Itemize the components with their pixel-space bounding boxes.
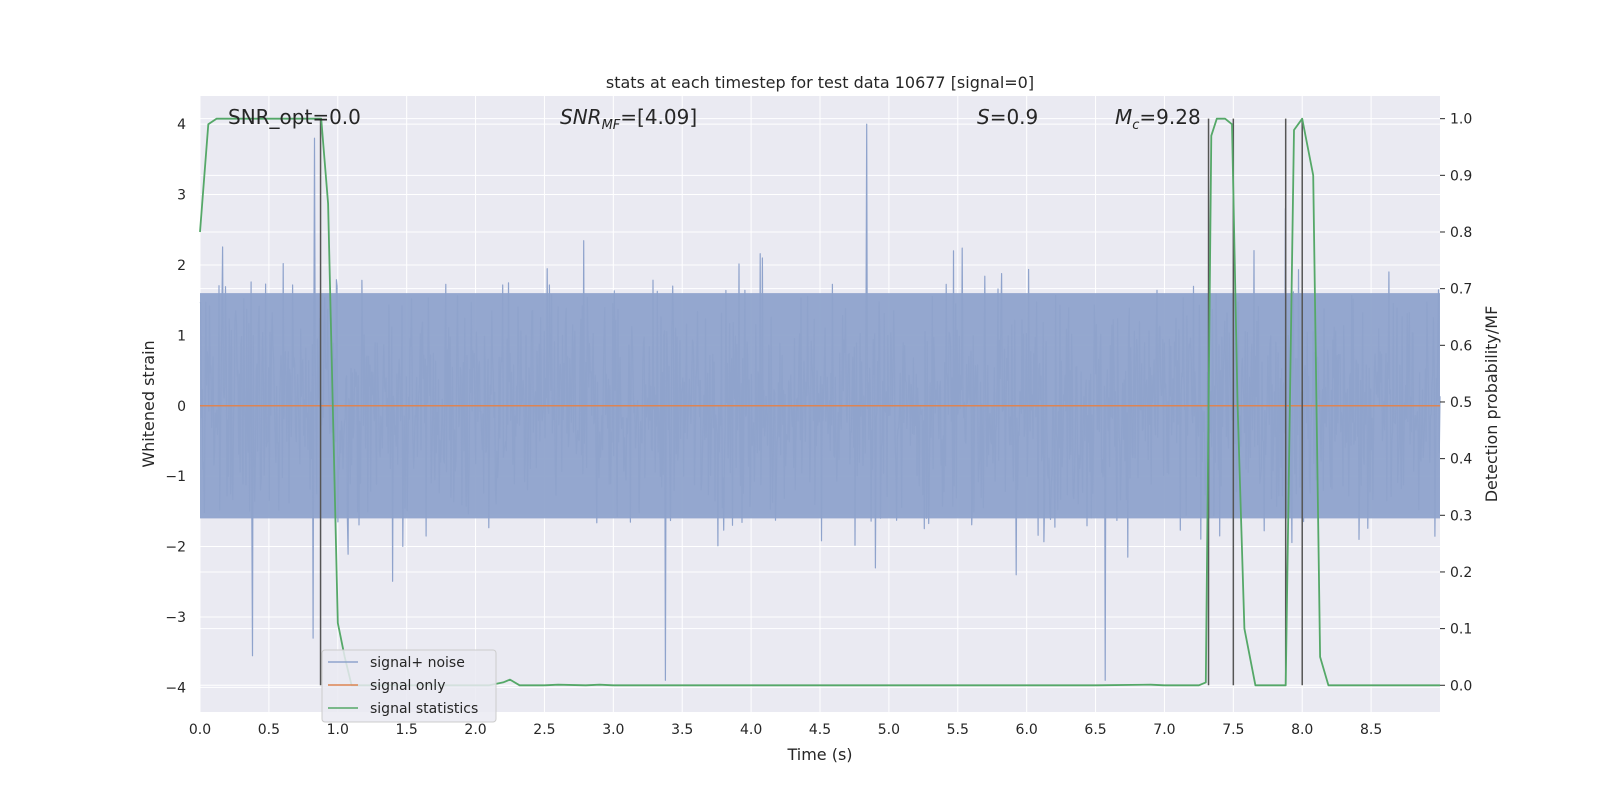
y-tick-label: −2 xyxy=(165,540,186,556)
snr-mf-text: SNR xyxy=(560,105,602,129)
y-right-tick-label: 0.8 xyxy=(1450,225,1472,241)
x-tick-label: 3.0 xyxy=(602,722,624,738)
snr-mf-subscript: MF xyxy=(602,118,621,133)
snr-mf-annotation: SNRMF=[4.09] xyxy=(560,105,697,133)
legend-label-signal-only: signal only xyxy=(370,678,445,694)
mc-symbol: M xyxy=(1115,105,1132,129)
x-tick-label: 8.5 xyxy=(1360,722,1382,738)
legend-label-noise: signal+ noise xyxy=(370,655,465,671)
x-tick-label: 5.0 xyxy=(878,722,900,738)
y-tick-label: 2 xyxy=(177,258,186,274)
x-tick-label: 0.0 xyxy=(189,722,211,738)
legend-box xyxy=(321,649,497,723)
y-tick-label: 1 xyxy=(177,328,186,344)
s-symbol: S xyxy=(977,105,990,129)
x-tick-label: 7.0 xyxy=(1153,722,1175,738)
x-tick-label: 6.5 xyxy=(1084,722,1106,738)
y-axis-label: Whitened strain xyxy=(139,340,158,467)
x-tick-label: 3.5 xyxy=(671,722,693,738)
legend-label-statistics: signal statistics xyxy=(370,701,478,717)
y-right-tick-label: 0.7 xyxy=(1450,282,1472,298)
y-tick-label: −4 xyxy=(165,680,186,696)
x-tick-label: 8.0 xyxy=(1291,722,1313,738)
x-tick-label: 4.0 xyxy=(740,722,762,738)
mc-value: =9.28 xyxy=(1139,105,1200,129)
y-right-tick-label: 0.2 xyxy=(1450,565,1472,581)
y-tick-label: −3 xyxy=(165,610,186,626)
s-annotation: S=0.9 xyxy=(977,105,1038,129)
y-right-tick-label: 1.0 xyxy=(1450,112,1472,128)
y-right-tick-label: 0.3 xyxy=(1450,508,1472,524)
y-right-tick-label: 0.6 xyxy=(1450,338,1472,354)
x-tick-label: 2.5 xyxy=(533,722,555,738)
x-tick-label: 4.5 xyxy=(809,722,831,738)
y-right-tick-label: 0.1 xyxy=(1450,622,1472,638)
snr-mf-value: =[4.09] xyxy=(620,105,697,129)
x-tick-label: 6.0 xyxy=(1016,722,1038,738)
x-axis-label: Time (s) xyxy=(786,745,852,764)
y-axis-label-right: Detection probability/MF xyxy=(1482,306,1501,503)
x-tick-label: 2.0 xyxy=(464,722,486,738)
x-tick-label: 1.0 xyxy=(327,722,349,738)
x-tick-label: 7.5 xyxy=(1222,722,1244,738)
x-tick-label: 0.5 xyxy=(258,722,280,738)
y-right-tick-label: 0.9 xyxy=(1450,168,1472,184)
y-tick-label: −1 xyxy=(165,469,186,485)
x-tick-label: 5.5 xyxy=(947,722,969,738)
y-right-tick-label: 0.4 xyxy=(1450,452,1472,468)
y-tick-label: 4 xyxy=(177,117,186,133)
y-right-tick-label: 0.0 xyxy=(1450,678,1472,694)
series-signal-statistics xyxy=(199,117,1440,687)
legend: signal+ noise signal only signal statist… xyxy=(321,649,497,723)
x-tick-label: 1.5 xyxy=(396,722,418,738)
chart-title: stats at each timestep for test data 106… xyxy=(606,73,1034,92)
y-tick-label: 0 xyxy=(177,399,186,415)
mc-subscript: c xyxy=(1132,118,1139,133)
y-tick-label: 3 xyxy=(177,188,186,204)
s-value: =0.9 xyxy=(990,105,1039,129)
snr-opt-annotation: SNR_opt=0.0 xyxy=(228,105,361,129)
mc-annotation: Mc=9.28 xyxy=(1115,105,1201,133)
y-right-tick-label: 0.5 xyxy=(1450,395,1472,411)
